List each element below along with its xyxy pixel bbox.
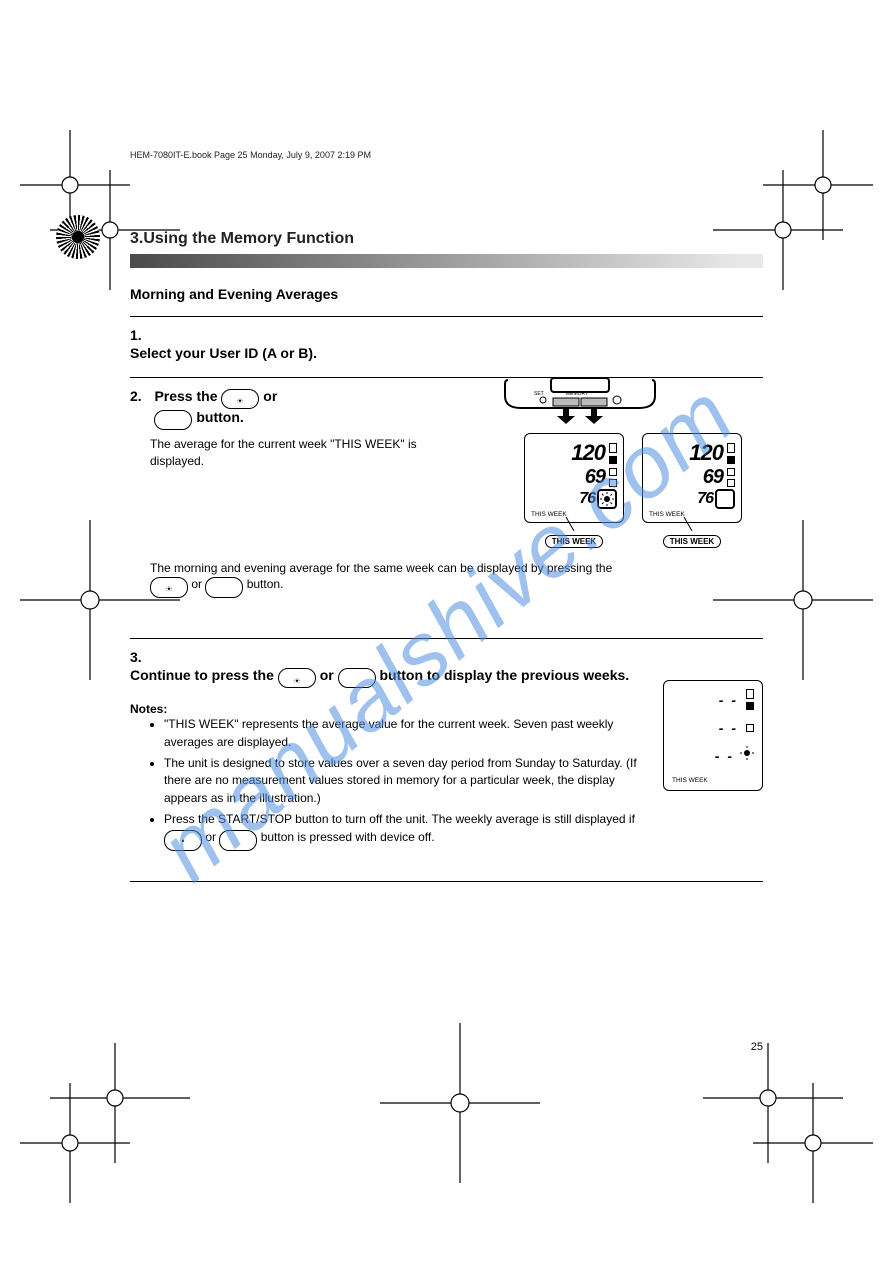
page-number: 25 <box>751 1041 763 1053</box>
text-fragment: or <box>320 667 338 683</box>
thisweek-badge: THIS WEEK <box>663 535 721 548</box>
lcd-thisweek-label: THIS WEEK <box>672 775 754 784</box>
note-item: "THIS WEEK" represents the average value… <box>164 716 644 751</box>
registration-sunburst-top-left <box>56 215 100 259</box>
text-fragment: Press the <box>154 388 221 404</box>
text-fragment: or <box>205 830 219 844</box>
dash-value: - - <box>719 692 738 708</box>
device-memory-label: MEMORY <box>566 391 589 397</box>
note-item: The unit is designed to store values ove… <box>164 755 644 807</box>
section-title: Morning and Evening Averages <box>130 286 763 302</box>
morning-button-icon <box>221 389 259 409</box>
text-fragment: button is pressed with device off. <box>261 830 435 844</box>
lcd-dia-value: 69 <box>703 466 723 489</box>
text-fragment: or <box>191 577 205 591</box>
evening-button-icon <box>154 410 192 430</box>
lcd-thisweek-label: THIS WEEK <box>649 509 735 518</box>
text-fragment: button. <box>247 577 284 591</box>
evening-button-icon <box>338 668 376 688</box>
step-2: 2. Press the or button. The average for … <box>130 388 763 598</box>
step-1: 1. Select your User ID (A or B). <box>130 327 763 363</box>
sun-icon <box>597 489 617 509</box>
text-fragment: The morning and evening average for the … <box>150 561 612 575</box>
text-fragment: Continue to press the <box>130 667 278 683</box>
dash-value: - - <box>719 720 738 736</box>
notes-list: "THIS WEEK" represents the average value… <box>164 716 644 851</box>
device-set-label: SET <box>534 391 544 397</box>
text-fragment: button. <box>196 409 243 425</box>
step-number: 3. <box>130 649 150 665</box>
dash-value: - - <box>715 748 734 764</box>
lcd-dia-value: 69 <box>585 466 605 489</box>
lcd-pulse-value: 76 <box>697 490 713 508</box>
lcd-evening: 120 69 76 THIS WEEK THIS WEEK <box>642 433 742 549</box>
step-number: 2. <box>130 388 150 404</box>
sun-icon <box>740 746 754 765</box>
note-item: Press the START/STOP button to turn off … <box>164 811 644 851</box>
morning-button-icon <box>278 668 316 688</box>
figure-cluster: SET MEMORY 120 69 76 <box>503 378 763 549</box>
lcd-empty-illustration: - - - - - - THIS WEEK <box>663 680 763 791</box>
lcd-sys-value: 120 <box>689 440 723 466</box>
lcd-pulse-value: 76 <box>579 490 595 508</box>
step-text: Continue to press the or button to displ… <box>130 667 739 688</box>
morning-button-icon <box>150 577 188 598</box>
lcd-thisweek-label: THIS WEEK <box>531 509 617 518</box>
step-number: 1. <box>130 327 150 343</box>
step-text: Press the or button. <box>154 388 454 430</box>
text-fragment: or <box>263 388 277 404</box>
step-subtext: The average for the current week "THIS W… <box>150 436 450 470</box>
text-fragment: button to display the previous weeks. <box>379 667 629 683</box>
divider <box>130 881 763 882</box>
divider <box>130 638 763 639</box>
moon-icon <box>715 489 735 509</box>
lcd-morning: 120 69 76 THIS WEEK THIS WEEK <box>524 433 624 549</box>
page-content: 3.Using the Memory Function Morning and … <box>130 230 763 1053</box>
thisweek-badge: THIS WEEK <box>545 535 603 548</box>
evening-button-icon <box>219 830 257 851</box>
step-note: The morning and evening average for the … <box>150 560 650 599</box>
divider <box>130 316 763 317</box>
morning-button-icon <box>164 830 202 851</box>
step-text: Select your User ID (A or B). <box>130 345 739 361</box>
evening-button-icon <box>205 577 243 598</box>
chapter-title: 3.Using the Memory Function <box>130 230 763 248</box>
lcd-sys-value: 120 <box>571 440 605 466</box>
device-top-illustration: SET MEMORY <box>503 378 657 424</box>
text-fragment: Press the START/STOP button to turn off … <box>164 812 635 826</box>
heading-gradient-bar <box>130 254 763 268</box>
